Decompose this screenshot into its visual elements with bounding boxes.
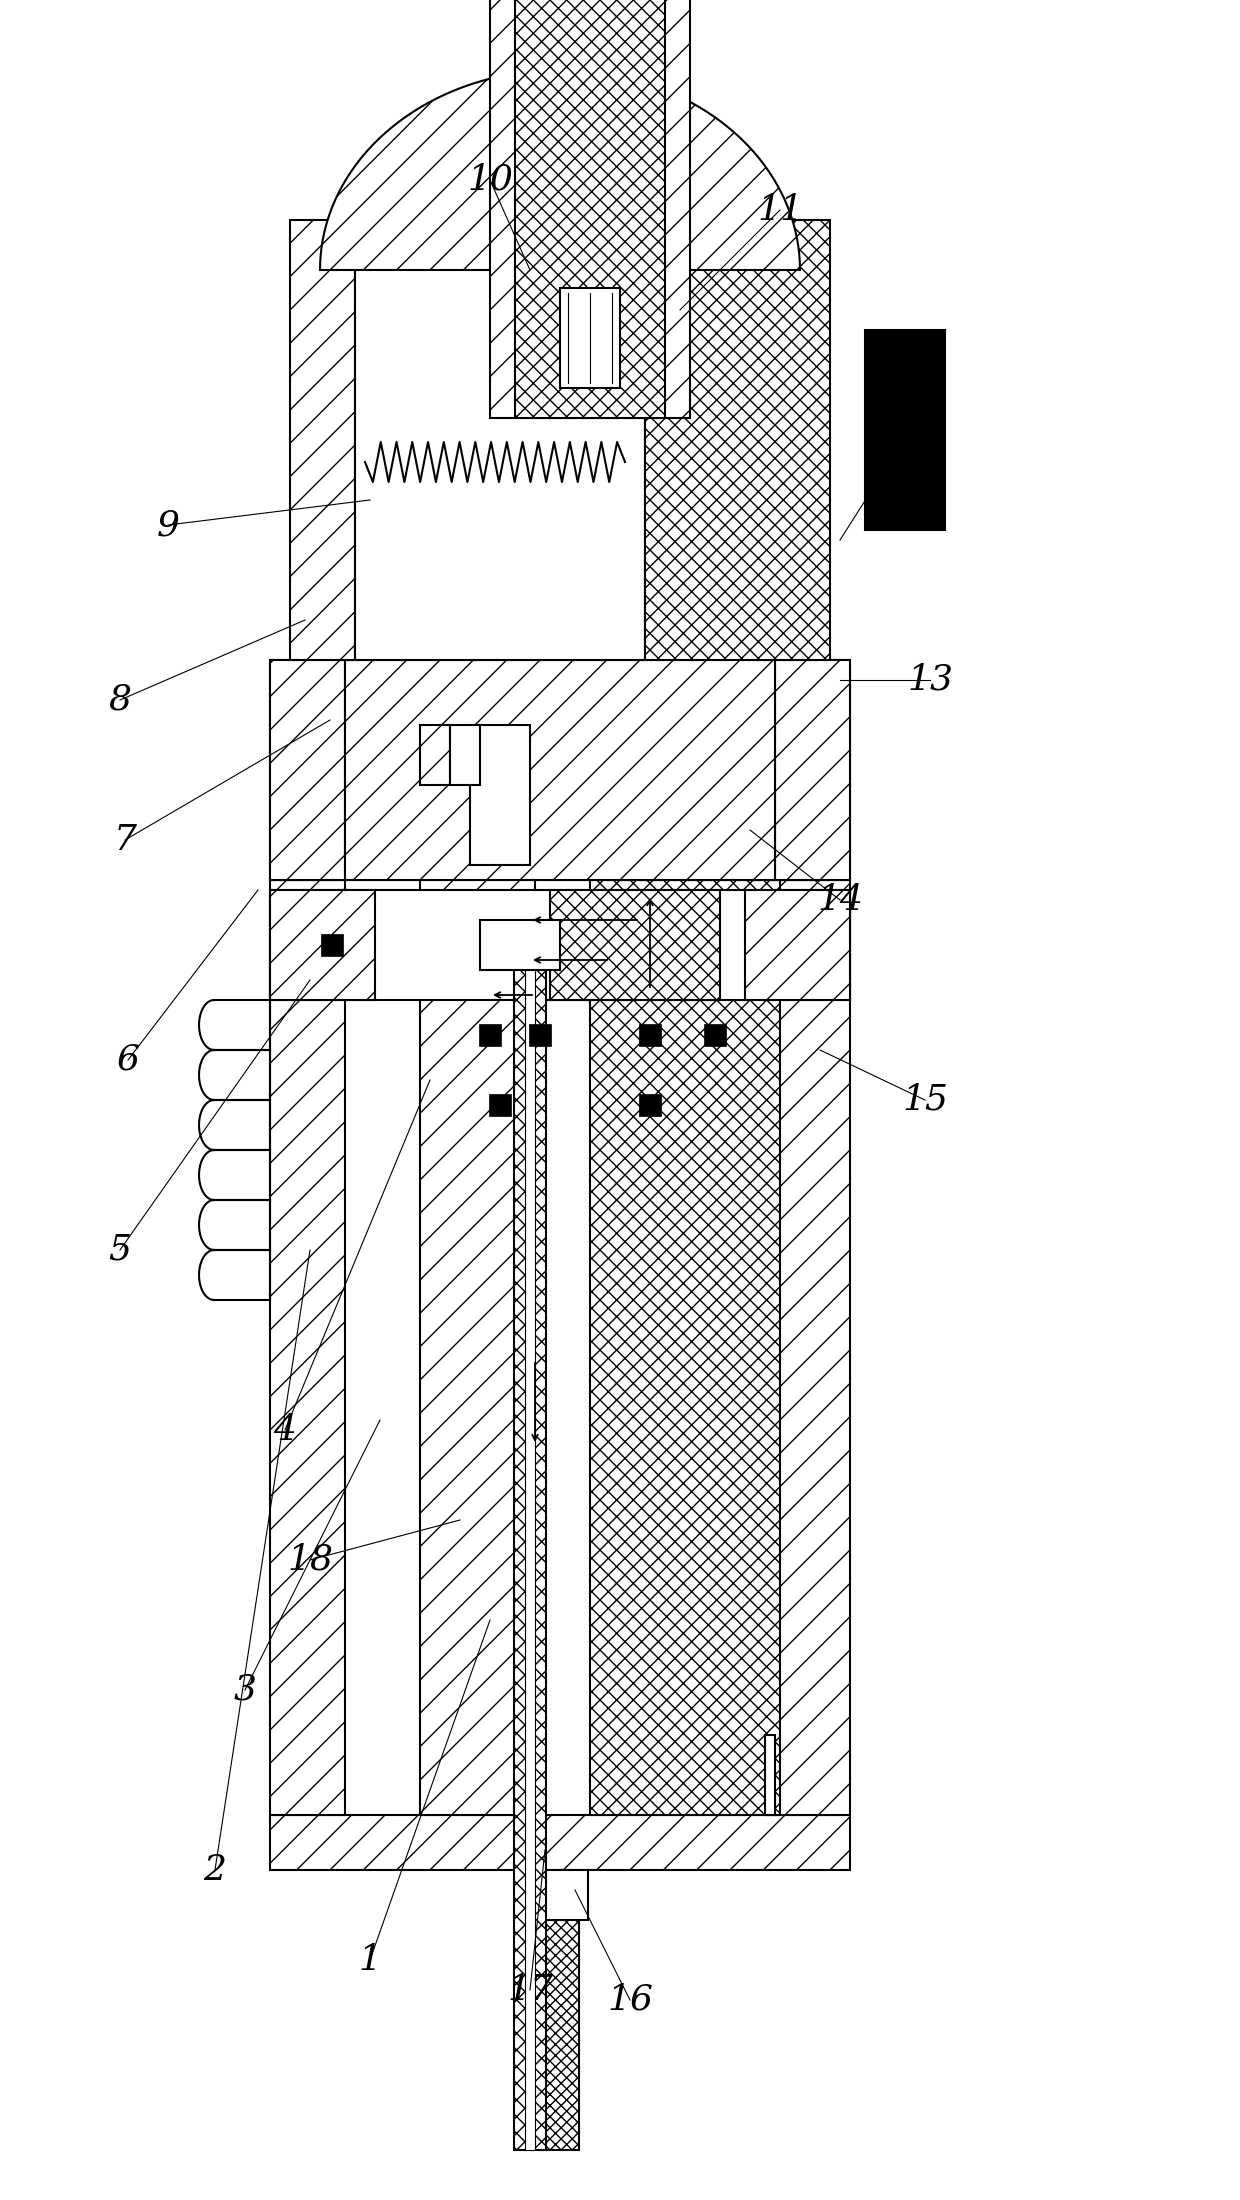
Bar [270, 1815, 849, 1870]
Bar [645, 220, 830, 660]
Bar [270, 891, 374, 1001]
Text: 7: 7 [114, 823, 136, 858]
Text: 5: 5 [109, 1232, 131, 1267]
Text: 18: 18 [286, 1542, 334, 1577]
Bar [515, 0, 665, 418]
Bar [420, 865, 534, 1815]
Bar [639, 1023, 661, 1045]
Text: 3: 3 [233, 1672, 257, 1707]
Text: 1: 1 [358, 1943, 382, 1978]
Text: 9: 9 [156, 508, 180, 541]
Text: 16: 16 [608, 1982, 653, 2017]
Text: 17: 17 [507, 1973, 553, 2006]
Bar [560, 288, 620, 387]
Bar [775, 880, 849, 1815]
Polygon shape [320, 70, 800, 271]
Text: 13: 13 [906, 662, 954, 697]
Text: 11: 11 [756, 194, 804, 227]
Bar [479, 1023, 501, 1045]
Text: 2: 2 [203, 1852, 227, 1888]
Bar [355, 220, 645, 660]
Bar [270, 891, 849, 1001]
Bar [529, 1023, 551, 1045]
Text: 10: 10 [467, 163, 513, 198]
Bar [270, 660, 849, 880]
Bar [704, 1023, 725, 1045]
Bar [290, 220, 355, 660]
Bar [490, 0, 689, 418]
Bar [639, 1093, 661, 1115]
Bar [480, 920, 560, 970]
Bar [470, 726, 529, 865]
Bar [450, 726, 480, 785]
Bar [321, 935, 343, 957]
Text: 14: 14 [817, 882, 863, 917]
Text: 12: 12 [887, 414, 932, 447]
Bar [590, 880, 780, 1815]
Bar [420, 726, 450, 785]
Bar [270, 660, 345, 880]
Bar [420, 785, 470, 865]
Bar [270, 880, 345, 1815]
Bar [515, 950, 546, 2149]
Text: 4: 4 [274, 1412, 296, 1448]
Bar [489, 1093, 511, 1115]
Bar [541, 1890, 579, 2149]
Bar [765, 1736, 775, 1815]
Bar [532, 1870, 588, 1921]
Bar [866, 330, 945, 530]
Bar [775, 660, 849, 880]
Bar [745, 891, 849, 1001]
Text: 8: 8 [109, 682, 131, 717]
Text: 6: 6 [117, 1043, 139, 1078]
Bar [551, 891, 720, 1001]
Bar [525, 950, 534, 2149]
Bar [515, 950, 546, 2149]
Bar [345, 660, 775, 880]
Text: 15: 15 [901, 1082, 949, 1118]
Bar [420, 726, 450, 785]
